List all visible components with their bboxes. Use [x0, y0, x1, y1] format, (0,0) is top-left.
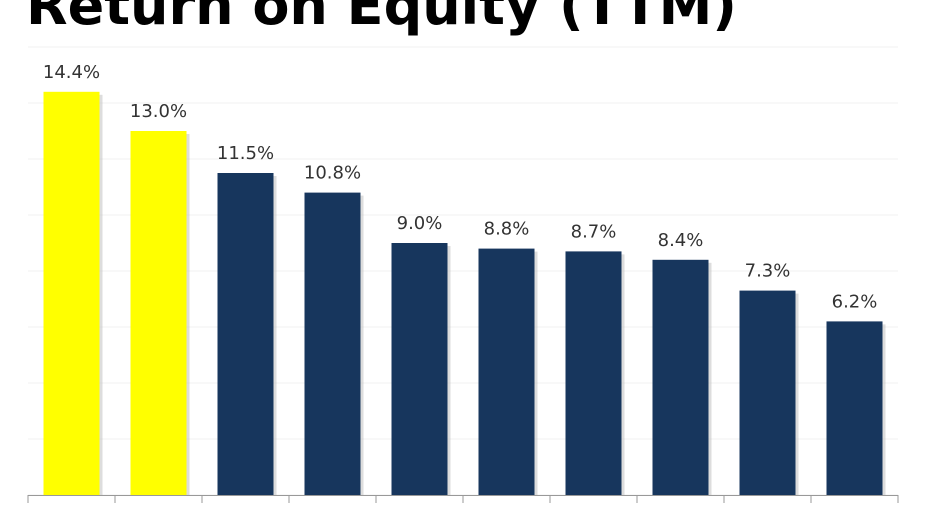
value-label: 8.8%	[484, 219, 530, 240]
chart-title: Return on Equity (TTM)	[26, 0, 737, 37]
value-label: 10.8%	[304, 163, 361, 184]
bar	[217, 173, 274, 495]
bar	[826, 321, 883, 495]
bar	[652, 259, 709, 495]
bar	[391, 243, 448, 495]
bar	[565, 251, 622, 495]
bar	[739, 290, 796, 495]
value-label: 11.5%	[217, 143, 274, 164]
value-label: 6.2%	[832, 291, 878, 312]
value-label: 8.4%	[658, 230, 704, 251]
bar	[478, 248, 535, 495]
value-label: 8.7%	[571, 221, 617, 242]
value-label: 13.0%	[130, 101, 187, 122]
value-label: 14.4%	[43, 62, 100, 83]
bar	[43, 91, 100, 496]
bar	[130, 131, 187, 495]
bar	[304, 192, 361, 495]
value-label: 7.3%	[745, 261, 791, 282]
value-label: 9.0%	[397, 213, 443, 234]
